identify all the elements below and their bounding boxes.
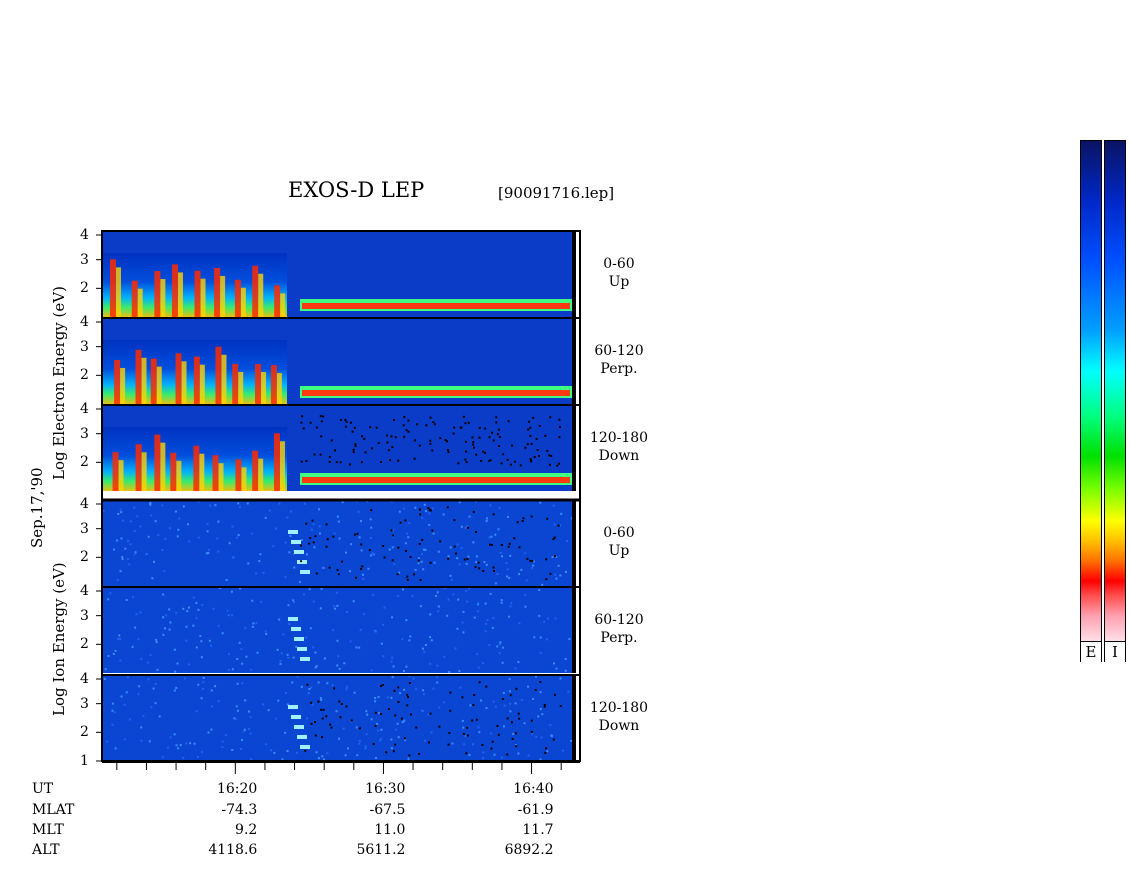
y-tick-label: 4	[80, 401, 89, 417]
y-tick-label: 3	[80, 251, 89, 268]
direction-label: Down	[598, 718, 640, 734]
ion-colorbar-label: I	[1105, 641, 1125, 662]
y-tick-label: 4	[80, 314, 89, 330]
panel-label-3: 120-180 Down	[584, 429, 654, 465]
direction-label: Perp.	[600, 361, 638, 377]
ephemeris-value: 16:40	[513, 781, 554, 797]
direction-label: Perp.	[600, 630, 638, 646]
ephemeris-value: 5611.2	[356, 842, 406, 858]
ephemeris-value: 11.7	[522, 822, 554, 838]
ephemeris-value: 16:30	[365, 781, 406, 797]
direction-label: Down	[598, 448, 640, 464]
pitch-angle-label: 120-180	[589, 700, 649, 716]
ephemeris-row-label: UT	[32, 781, 54, 797]
ephemeris-row-label: ALT	[32, 842, 60, 858]
panel-label-5: 60-120 Perp.	[584, 611, 654, 647]
direction-label: Up	[608, 274, 630, 290]
ephemeris-value: 9.2	[235, 822, 258, 838]
electron-colorbar-label: E	[1081, 641, 1101, 662]
y-tick-label: 3	[80, 607, 89, 624]
y-tick-label: 3	[80, 338, 89, 355]
pitch-angle-label: 60-120	[594, 343, 644, 359]
ephemeris-row-label: MLAT	[32, 802, 75, 818]
ion-axis-label: Log Ion Energy (eV)	[50, 562, 68, 716]
y-tick-label: 2	[80, 454, 89, 471]
electron-colorbar: E	[1080, 140, 1102, 662]
ephemeris-row-label: MLT	[32, 822, 64, 838]
pitch-angle-label: 0-60	[603, 525, 635, 541]
spectrogram-panel-2	[102, 318, 576, 404]
ion-colorbar-gradient	[1105, 141, 1125, 641]
spectrogram-panel-6	[102, 675, 576, 761]
ion-colorbar: I	[1104, 140, 1126, 662]
spectrogram-panel-4	[102, 500, 576, 586]
y-tick-label: 2	[80, 549, 89, 566]
y-tick-label: 2	[80, 280, 89, 297]
y-tick-label: 3	[80, 425, 89, 442]
y-tick-label: 2	[80, 636, 89, 653]
y-tick-label: 4	[80, 227, 89, 243]
pitch-angle-label: 120-180	[589, 430, 649, 446]
ephemeris-value: -74.3	[221, 802, 258, 818]
ephemeris-value: -61.9	[517, 802, 554, 818]
y-tick-label: 1	[80, 753, 89, 769]
y-tick-label: 3	[80, 695, 89, 712]
panel-label-2: 60-120 Perp.	[584, 342, 654, 378]
ephemeris-value: -67.5	[369, 802, 406, 818]
spectrogram-panel-5	[102, 587, 576, 673]
y-tick-label: 4	[80, 496, 89, 512]
y-tick-label: 3	[80, 520, 89, 537]
y-tick-label: 4	[80, 671, 89, 687]
spectrogram-panel-1	[102, 231, 576, 317]
direction-label: Up	[608, 543, 630, 559]
panel-label-4: 0-60 Up	[584, 524, 654, 560]
y-tick-label: 2	[80, 367, 89, 384]
ephemeris-value: 6892.2	[504, 842, 554, 858]
spectrogram-panel-3	[102, 405, 576, 491]
panel-label-1: 0-60 Up	[584, 255, 654, 291]
electron-axis-label: Log Electron Energy (eV)	[50, 286, 68, 480]
date-label: Sep.17,'90	[28, 467, 46, 548]
y-tick-label: 2	[80, 724, 89, 741]
chart-title: EXOS-D LEP	[288, 178, 425, 202]
electron-colorbar-gradient	[1081, 141, 1101, 641]
y-tick-label: 4	[80, 583, 89, 599]
ephemeris-value: 11.0	[374, 822, 406, 838]
pitch-angle-label: 60-120	[594, 612, 644, 628]
ephemeris-value: 16:20	[216, 781, 258, 797]
panel-label-6: 120-180 Down	[584, 699, 654, 735]
pitch-angle-label: 0-60	[603, 256, 635, 272]
ephemeris-value: 4118.6	[208, 842, 258, 858]
file-name: [90091716.lep]	[498, 184, 615, 202]
